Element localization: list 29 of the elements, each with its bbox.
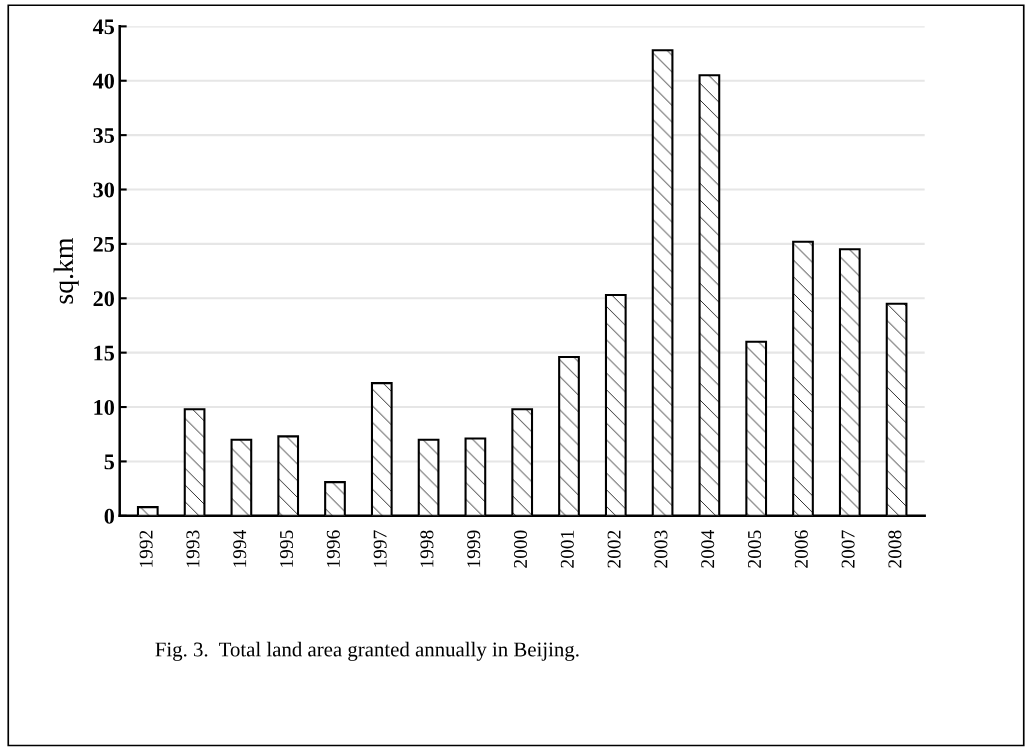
x-tick-label: 2000 [513, 530, 528, 568]
y-tick-label: 15 [94, 345, 115, 361]
x-tick-label: 1996 [326, 530, 340, 567]
y-tick-label: 35 [93, 128, 115, 144]
x-tick-label: 1998 [420, 530, 434, 567]
y-tick-label: 30 [93, 182, 114, 198]
x-tick-label: 1992 [139, 530, 153, 567]
y-tick-label: 20 [93, 291, 114, 307]
y-tick-label: 25 [93, 236, 115, 252]
x-tick-label: 2006 [794, 530, 808, 568]
x-tick-label: 1994 [233, 530, 247, 567]
y-tick-label: 40 [92, 73, 114, 89]
caption: Fig. 3. Total land area granted annually in Beijing. [155, 641, 579, 661]
y-tick-label: 45 [92, 19, 115, 35]
y-axis-title: sq.km [53, 237, 79, 304]
x-tick-label: 1999 [467, 530, 481, 567]
y-tick-label: 10 [94, 399, 114, 415]
x-tick-label: 2007 [841, 530, 855, 568]
y-tick-label: 5 [104, 454, 115, 470]
x-tick-label: 1993 [186, 530, 200, 567]
y-tick-label: 0 [104, 508, 114, 524]
x-tick-label: 1997 [373, 530, 387, 567]
x-tick-label: 2001 [560, 530, 574, 568]
x-tick-label: 2003 [654, 530, 668, 568]
x-tick-label: 1995 [279, 530, 294, 567]
x-tick-label: 2008 [888, 530, 902, 568]
x-tick-label: 2005 [747, 530, 762, 568]
x-tick-label: 2004 [701, 530, 715, 568]
x-tick-label: 2002 [607, 530, 621, 568]
